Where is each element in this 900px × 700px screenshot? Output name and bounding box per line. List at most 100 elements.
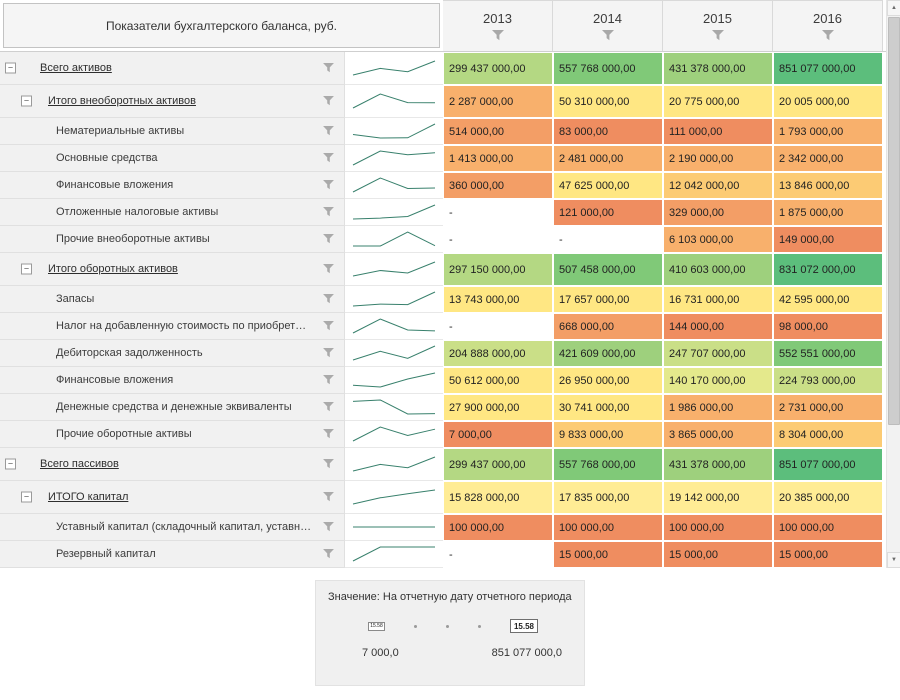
filter-icon[interactable] xyxy=(821,30,834,41)
filter-icon[interactable] xyxy=(323,459,334,469)
value-cell-2015[interactable]: 6 103 000,00 xyxy=(663,226,773,253)
value-cell-2014[interactable]: 557 768 000,00 xyxy=(553,52,663,85)
column-header-2014[interactable]: 2014 xyxy=(553,0,663,51)
column-header-2016[interactable]: 2016 xyxy=(773,0,883,51)
value-cell-2013[interactable]: 514 000,00 xyxy=(443,118,553,145)
value-cell-2013[interactable]: 50 612 000,00 xyxy=(443,367,553,394)
value-cell-2016[interactable]: 149 000,00 xyxy=(773,226,883,253)
value-cell-2013[interactable]: 299 437 000,00 xyxy=(443,52,553,85)
value-cell-2013[interactable]: 13 743 000,00 xyxy=(443,286,553,313)
value-cell-2016[interactable]: 8 304 000,00 xyxy=(773,421,883,448)
value-cell-2015[interactable]: 15 000,00 xyxy=(663,541,773,568)
value-cell-2013[interactable]: - xyxy=(443,313,553,340)
value-cell-2014[interactable]: 47 625 000,00 xyxy=(553,172,663,199)
scrollbar-up-icon[interactable]: ▲ xyxy=(887,0,900,16)
row-header-cell[interactable]: Резервный капитал xyxy=(0,541,345,568)
filter-icon[interactable] xyxy=(323,207,334,217)
row-header-cell[interactable]: Отложенные налоговые активы xyxy=(0,199,345,226)
legend-slider[interactable]: 15.58 15.58 xyxy=(368,619,538,633)
scrollbar-thumb[interactable] xyxy=(888,17,900,425)
filter-icon[interactable] xyxy=(323,153,334,163)
row-header-cell[interactable]: − ИТОГО капитал xyxy=(0,481,345,514)
filter-icon[interactable] xyxy=(491,30,504,41)
value-cell-2015[interactable]: 20 775 000,00 xyxy=(663,85,773,118)
value-cell-2013[interactable]: 100 000,00 xyxy=(443,514,553,541)
filter-icon[interactable] xyxy=(323,549,334,559)
row-header-cell[interactable]: Прочие внеоборотные активы xyxy=(0,226,345,253)
value-cell-2015[interactable]: 2 190 000,00 xyxy=(663,145,773,172)
value-cell-2013[interactable]: - xyxy=(443,226,553,253)
value-cell-2016[interactable]: 20 385 000,00 xyxy=(773,481,883,514)
value-cell-2014[interactable]: 421 609 000,00 xyxy=(553,340,663,367)
collapse-icon[interactable]: − xyxy=(21,263,32,275)
value-cell-2015[interactable]: 140 170 000,00 xyxy=(663,367,773,394)
value-cell-2013[interactable]: 299 437 000,00 xyxy=(443,448,553,481)
value-cell-2013[interactable]: - xyxy=(443,199,553,226)
scrollbar-down-icon[interactable]: ▼ xyxy=(887,552,900,568)
value-cell-2016[interactable]: 15 000,00 xyxy=(773,541,883,568)
value-cell-2015[interactable]: 247 707 000,00 xyxy=(663,340,773,367)
column-header-2015[interactable]: 2015 xyxy=(663,0,773,51)
value-cell-2016[interactable]: 851 077 000,00 xyxy=(773,52,883,85)
value-cell-2016[interactable]: 831 072 000,00 xyxy=(773,253,883,286)
value-cell-2015[interactable]: 431 378 000,00 xyxy=(663,52,773,85)
row-header-cell[interactable]: − Итого оборотных активов xyxy=(0,253,345,286)
filter-icon[interactable] xyxy=(323,348,334,358)
row-header-cell[interactable]: Налог на добавленную стоимость по приобр… xyxy=(0,313,345,340)
value-cell-2013[interactable]: 1 413 000,00 xyxy=(443,145,553,172)
filter-icon[interactable] xyxy=(323,234,334,244)
value-cell-2013[interactable]: 204 888 000,00 xyxy=(443,340,553,367)
value-cell-2014[interactable]: 50 310 000,00 xyxy=(553,85,663,118)
filter-icon[interactable] xyxy=(323,126,334,136)
value-cell-2015[interactable]: 12 042 000,00 xyxy=(663,172,773,199)
value-cell-2013[interactable]: 297 150 000,00 xyxy=(443,253,553,286)
filter-icon[interactable] xyxy=(323,321,334,331)
filter-icon[interactable] xyxy=(323,375,334,385)
value-cell-2014[interactable]: - xyxy=(553,226,663,253)
value-cell-2016[interactable]: 13 846 000,00 xyxy=(773,172,883,199)
value-cell-2016[interactable]: 2 731 000,00 xyxy=(773,394,883,421)
row-header-cell[interactable]: Уставный капитал (складочный капитал, ус… xyxy=(0,514,345,541)
value-cell-2015[interactable]: 19 142 000,00 xyxy=(663,481,773,514)
filter-icon[interactable] xyxy=(323,180,334,190)
filter-icon[interactable] xyxy=(323,492,334,502)
value-cell-2015[interactable]: 1 986 000,00 xyxy=(663,394,773,421)
row-header-cell[interactable]: Основные средства xyxy=(0,145,345,172)
value-cell-2016[interactable]: 552 551 000,00 xyxy=(773,340,883,367)
column-header-2013[interactable]: 2013 xyxy=(443,0,553,51)
value-cell-2015[interactable]: 16 731 000,00 xyxy=(663,286,773,313)
value-cell-2014[interactable]: 100 000,00 xyxy=(553,514,663,541)
value-cell-2014[interactable]: 83 000,00 xyxy=(553,118,663,145)
row-header-cell[interactable]: Денежные средства и денежные эквиваленты xyxy=(0,394,345,421)
row-header-cell[interactable]: Дебиторская задолженность xyxy=(0,340,345,367)
value-cell-2015[interactable]: 100 000,00 xyxy=(663,514,773,541)
value-cell-2015[interactable]: 329 000,00 xyxy=(663,199,773,226)
filter-icon[interactable] xyxy=(323,294,334,304)
slider-handle-min[interactable]: 15.58 xyxy=(368,621,385,631)
filter-icon[interactable] xyxy=(323,264,334,274)
row-header-cell[interactable]: − Всего пассивов xyxy=(0,448,345,481)
filter-icon[interactable] xyxy=(323,522,334,532)
value-cell-2016[interactable]: 42 595 000,00 xyxy=(773,286,883,313)
filter-icon[interactable] xyxy=(323,402,334,412)
row-header-cell[interactable]: − Итого внеоборотных активов xyxy=(0,85,345,118)
value-cell-2014[interactable]: 26 950 000,00 xyxy=(553,367,663,394)
filter-icon[interactable] xyxy=(323,429,334,439)
value-cell-2016[interactable]: 224 793 000,00 xyxy=(773,367,883,394)
value-cell-2013[interactable]: - xyxy=(443,541,553,568)
vertical-scrollbar[interactable]: ▲ ▼ xyxy=(886,0,900,568)
filter-icon[interactable] xyxy=(601,30,614,41)
row-header-cell[interactable]: Запасы xyxy=(0,286,345,313)
row-header-cell[interactable]: − Всего активов xyxy=(0,52,345,85)
value-cell-2016[interactable]: 100 000,00 xyxy=(773,514,883,541)
row-header-cell[interactable]: Финансовые вложения xyxy=(0,367,345,394)
value-cell-2013[interactable]: 2 287 000,00 xyxy=(443,85,553,118)
row-header-cell[interactable]: Финансовые вложения xyxy=(0,172,345,199)
value-cell-2013[interactable]: 27 900 000,00 xyxy=(443,394,553,421)
value-cell-2016[interactable]: 1 875 000,00 xyxy=(773,199,883,226)
value-cell-2016[interactable]: 1 793 000,00 xyxy=(773,118,883,145)
value-cell-2014[interactable]: 121 000,00 xyxy=(553,199,663,226)
value-cell-2014[interactable]: 17 657 000,00 xyxy=(553,286,663,313)
slider-handle-max[interactable]: 15.58 xyxy=(510,619,538,633)
collapse-icon[interactable]: − xyxy=(21,95,32,107)
